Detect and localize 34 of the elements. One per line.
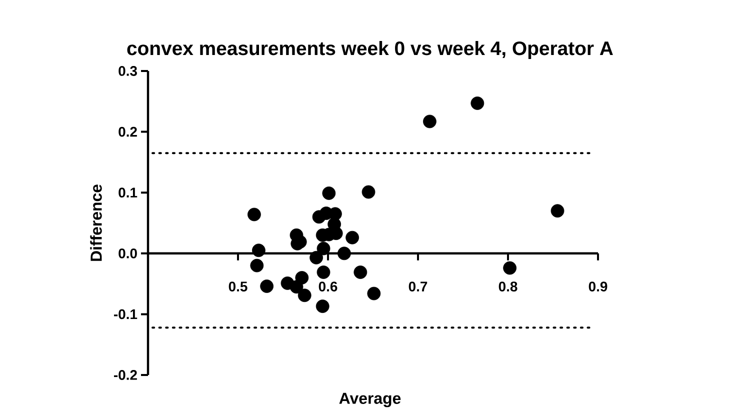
point bbox=[252, 244, 266, 258]
point bbox=[338, 246, 351, 260]
point bbox=[316, 242, 330, 256]
point bbox=[470, 96, 484, 110]
y-tick-label: -0.2 bbox=[114, 370, 137, 380]
point bbox=[298, 288, 312, 302]
x-tick-label: 0.6 bbox=[318, 282, 338, 292]
point bbox=[322, 186, 336, 200]
chart-title: convex measurements week 0 vs week 4, Operator A bbox=[127, 40, 613, 60]
point bbox=[354, 266, 368, 279]
point bbox=[362, 185, 376, 199]
x-tick-label: 0.9 bbox=[588, 282, 608, 292]
point bbox=[310, 250, 324, 264]
point bbox=[290, 280, 304, 294]
point bbox=[367, 286, 381, 300]
point bbox=[316, 300, 330, 313]
x-tick-label: 0.8 bbox=[498, 282, 518, 292]
y-tick-label: 0.2 bbox=[118, 126, 137, 137]
point bbox=[503, 261, 517, 275]
point bbox=[550, 204, 564, 218]
x-tick-label: 0.5 bbox=[228, 282, 248, 292]
point bbox=[250, 258, 264, 272]
y-tick-label: 0.3 bbox=[118, 66, 137, 76]
y-axis-title: Difference bbox=[90, 184, 102, 261]
point bbox=[248, 208, 261, 222]
y-tick-label: 0.1 bbox=[118, 188, 138, 198]
y-tick-label: -0.1 bbox=[114, 309, 138, 320]
point bbox=[316, 266, 330, 279]
y-tick-label: 0.0 bbox=[118, 248, 137, 258]
point bbox=[260, 280, 274, 293]
point bbox=[346, 230, 360, 244]
x-axis-title: Average bbox=[339, 392, 401, 408]
point bbox=[423, 114, 436, 128]
x-tick-label: 0.7 bbox=[408, 282, 428, 292]
